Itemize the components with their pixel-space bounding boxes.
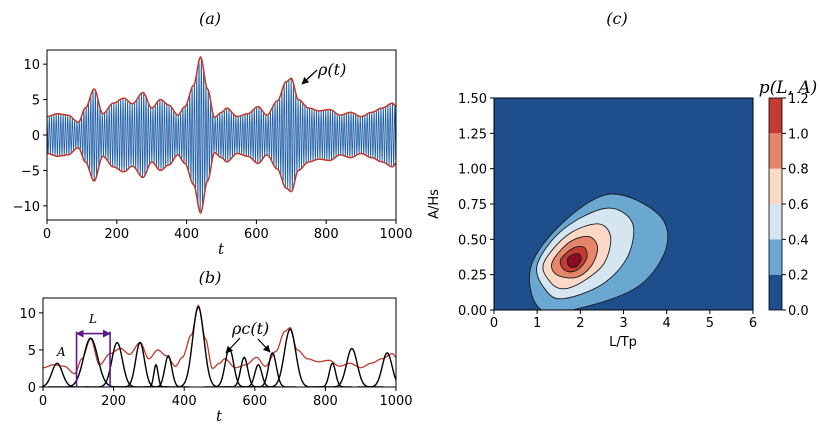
chart-c-colorbar-segment <box>769 239 782 275</box>
chart-b-y-tick-label: 0 <box>28 381 36 396</box>
chart-a-annotation-arrow <box>301 69 318 85</box>
chart-b-annotation-arrow-left <box>225 337 241 354</box>
chart-a-y-tick-label: −10 <box>13 200 40 215</box>
chart-a-plot-area <box>47 55 396 215</box>
chart-a-x-ticks: 0 200 400 600 800 1000 <box>43 220 413 242</box>
chart-c-level-6 <box>566 253 582 269</box>
chart-b-y-tick-label: 5 <box>28 344 36 359</box>
chart-c-colorbar-segment <box>769 133 782 169</box>
panel-label-b: (b) <box>199 268 222 287</box>
chart-b-x-tick-label: 1000 <box>379 394 412 409</box>
chart-b-bump-line <box>357 352 396 387</box>
chart-a-y-tick-label: 0 <box>32 129 40 144</box>
chart-c-y-label: A/Hs <box>427 189 442 219</box>
chart-c-y-tick-label: 0.00 <box>458 304 487 319</box>
chart-a-x-tick-label: 1000 <box>379 227 412 242</box>
chart-b-x-label: t <box>216 407 223 425</box>
chart-c-colorbar: 1.2 1.0 0.8 0.6 0.4 0.2 0.0 <box>768 92 809 319</box>
chart-b-x-tick-label: 600 <box>242 394 267 409</box>
chart-a-annotation-rho: ρ(t) <box>317 60 346 79</box>
chart-b-annotation-amplitude: A <box>56 345 66 359</box>
chart-c-colorbar-tick-label: 0.0 <box>788 304 809 319</box>
chart-a-x-label: t <box>218 240 225 258</box>
chart-c-colorbar-tick-label: 0.6 <box>788 198 809 213</box>
chart-c-y-ticks: 1.50 1.25 1.00 0.75 0.50 0.25 0.00 <box>458 92 494 319</box>
chart-b-y-ticks: 10 5 0 <box>19 307 43 396</box>
chart-b-annotation-arrow-right <box>257 338 271 353</box>
chart-c-y-tick-label: 0.25 <box>458 269 487 284</box>
chart-b-bump-line <box>320 347 384 387</box>
chart-c-x-tick-label: 0 <box>490 316 498 331</box>
chart-c-y-tick-label: 1.25 <box>458 127 487 142</box>
chart-b-annotation-rhoc: ρc(t) <box>231 319 269 338</box>
chart-b-x-tick-label: 0 <box>39 394 47 409</box>
chart-c-colorbar-tick-label: 0.2 <box>788 269 809 284</box>
chart-c-colorbar-segment <box>769 168 782 204</box>
chart-a-envelope-lower <box>47 146 396 215</box>
chart-b-envelope-line <box>43 304 396 375</box>
chart-b-bump-line <box>164 305 233 387</box>
chart-c-contour-area <box>494 98 753 310</box>
chart-c-x-tick-label: 4 <box>663 316 671 331</box>
chart-b-y-tick-label: 10 <box>19 307 36 322</box>
chart-c-colorbar-title: p(L, A) <box>759 78 818 98</box>
chart-a: (a) 0 200 400 600 800 1000 10 5 0 −5 −10 t ρ(t) <box>13 9 413 258</box>
chart-c-colorbar-segment <box>769 204 782 240</box>
chart-a-x-tick-label: 800 <box>314 227 339 242</box>
chart-c-x-tick-label: 6 <box>749 316 757 331</box>
chart-b-annotation-length: L <box>88 312 97 326</box>
chart-b-plot-area <box>43 304 396 387</box>
chart-c-y-tick-label: 0.75 <box>458 198 487 213</box>
chart-b-x-tick-label: 800 <box>313 394 338 409</box>
chart-c-colorbar-tick-label: 0.8 <box>788 163 809 178</box>
chart-a-y-ticks: 10 5 0 −5 −10 <box>13 58 47 215</box>
chart-b-x-tick-label: 200 <box>101 394 126 409</box>
chart-c-x-tick-label: 2 <box>576 316 584 331</box>
chart-a-y-tick-label: 5 <box>32 94 40 109</box>
chart-c-y-tick-label: 1.00 <box>458 163 487 178</box>
chart-c-x-ticks: 0 1 2 3 4 5 6 <box>490 310 757 331</box>
chart-c-colorbar-segment <box>769 98 782 134</box>
chart-a-wave-line <box>47 58 396 213</box>
chart-c-x-tick-label: 5 <box>706 316 714 331</box>
chart-b-x-ticks: 0 200 400 600 800 1000 <box>39 387 413 409</box>
chart-c-x-tick-label: 1 <box>533 316 541 331</box>
chart-a-y-tick-label: 10 <box>23 58 40 73</box>
chart-c-colorbar-tick-label: 1.2 <box>788 92 809 107</box>
chart-b: (b) 0 200 400 600 800 1000 10 5 0 t L A ρc(t) <box>19 268 413 425</box>
chart-a-x-tick-label: 600 <box>244 227 269 242</box>
chart-c-x-label: L/Tp <box>609 335 637 350</box>
panel-label-c: (c) <box>606 9 627 28</box>
chart-c-colorbar-segment <box>769 274 782 310</box>
chart-c-y-tick-label: 1.50 <box>458 92 487 107</box>
chart-a-x-tick-label: 400 <box>174 227 199 242</box>
chart-b-length-bracket <box>75 329 111 387</box>
chart-b-x-tick-label: 400 <box>172 394 197 409</box>
chart-c-colorbar-tick-label: 1.0 <box>788 127 809 142</box>
chart-c-colorbar-tick-label: 0.4 <box>788 233 809 248</box>
chart-b-frame <box>42 297 397 388</box>
chart-a-x-tick-label: 0 <box>43 227 51 242</box>
chart-a-x-tick-label: 200 <box>104 227 129 242</box>
chart-a-envelope-upper <box>47 55 396 124</box>
chart-a-y-tick-label: −5 <box>21 164 40 179</box>
panel-label-a: (a) <box>199 9 221 28</box>
chart-c-y-tick-label: 0.50 <box>458 233 487 248</box>
chart-b-bump-line <box>237 363 280 387</box>
chart-c-x-tick-label: 3 <box>619 316 627 331</box>
